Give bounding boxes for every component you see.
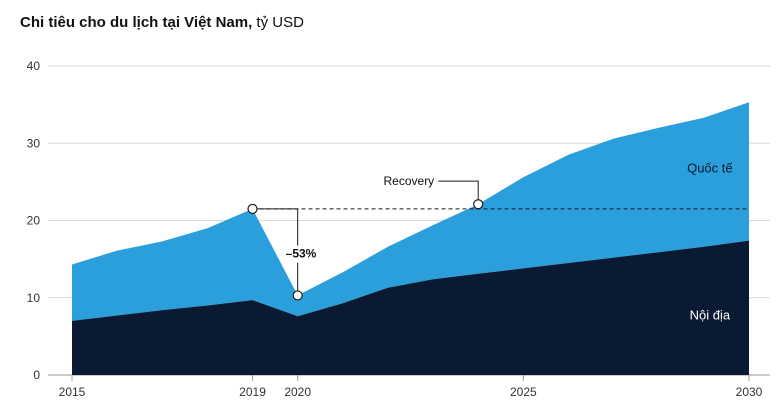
drop-label-background (282, 245, 327, 263)
y-tick-label-30: 30 (27, 136, 41, 150)
series-label-noi-dia: Nội địa (690, 307, 731, 322)
y-tick-label-0: 0 (33, 368, 40, 382)
chart-title-main: Chi tiêu cho du lịch tại Việt Nam, (20, 14, 253, 31)
area-series-noi-dia (72, 240, 749, 375)
x-tick-label-2030: 2030 (736, 385, 763, 399)
trough-marker (292, 290, 303, 301)
drop-percentage-label: –53% (286, 247, 317, 261)
area-series-quoc-te (72, 102, 749, 321)
recovery-marker (473, 199, 484, 210)
x-tick-label-2015: 2015 (59, 385, 86, 399)
peak-marker (247, 203, 258, 215)
chart-title-unit: tỷ USD (252, 14, 304, 31)
recovery-label: Recovery (384, 174, 435, 188)
recovery-leader-line (438, 180, 479, 205)
series-label-quoc-te: Quốc tế (687, 161, 733, 176)
x-tick-label-2019: 2019 (239, 385, 266, 399)
y-tick-label-10: 10 (27, 291, 41, 305)
x-tick-label-2025: 2025 (510, 385, 537, 399)
chart-title: Chi tiêu cho du lịch tại Việt Nam, tỷ US… (20, 14, 304, 31)
y-tick-label-40: 40 (27, 59, 41, 73)
drop-bracket-line (252, 208, 299, 296)
y-tick-label-20: 20 (27, 214, 41, 228)
x-tick-label-2020: 2020 (284, 385, 311, 399)
